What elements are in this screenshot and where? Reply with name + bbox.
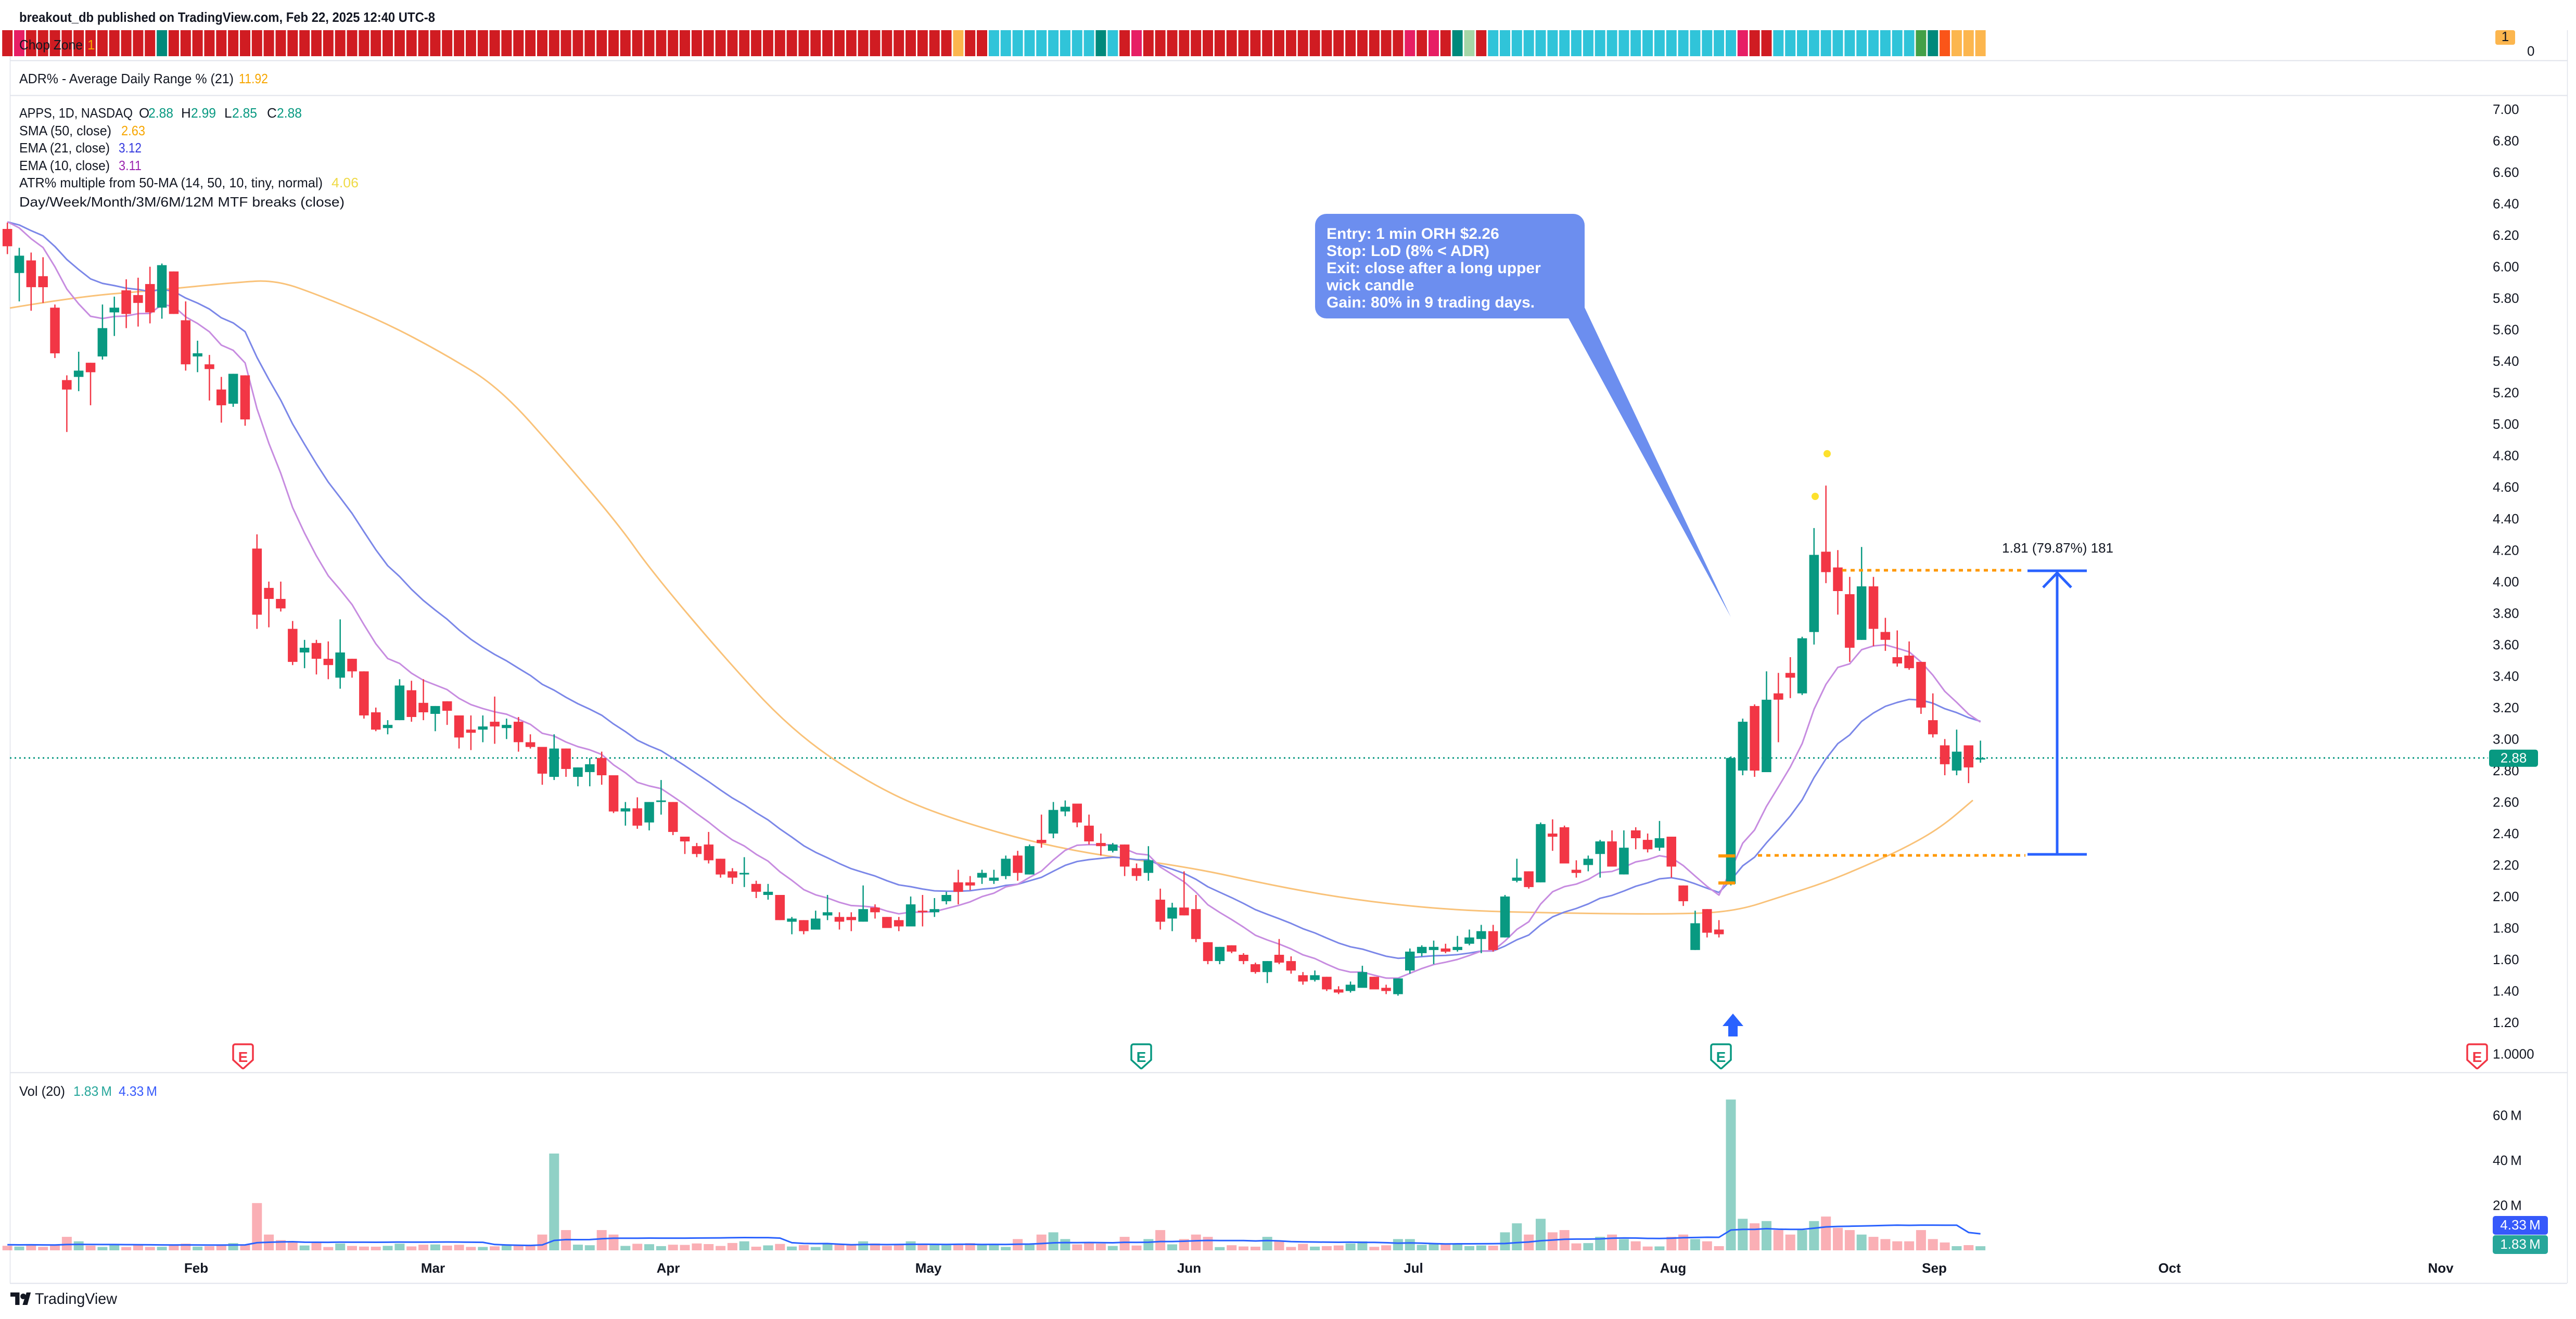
svg-text:40 M: 40 M [2493, 1152, 2522, 1168]
svg-text:11.92: 11.92 [239, 71, 268, 86]
svg-text:Entry: 1 min ORH $2.26: Entry: 1 min ORH $2.26 [1327, 225, 1499, 242]
svg-text:4.80: 4.80 [2493, 448, 2519, 464]
svg-text:Exit: close after a long upper: Exit: close after a long upper [1327, 260, 1541, 277]
svg-text:7.00: 7.00 [2493, 101, 2519, 117]
svg-text:E: E [1137, 1049, 1146, 1065]
svg-text:2.63: 2.63 [121, 123, 145, 138]
svg-text:H: H [181, 105, 191, 121]
svg-text:Aug: Aug [1660, 1260, 1687, 1276]
svg-text:Vol (20): Vol (20) [19, 1083, 65, 1099]
svg-text:1: 1 [87, 37, 95, 53]
svg-text:3.60: 3.60 [2493, 637, 2519, 652]
svg-text:SMA (50, close): SMA (50, close) [19, 123, 111, 138]
svg-text:2.88: 2.88 [148, 105, 173, 121]
svg-text:Oct: Oct [2158, 1260, 2181, 1276]
svg-text:TradingView: TradingView [35, 1290, 117, 1308]
svg-text:2.00: 2.00 [2493, 889, 2519, 904]
svg-text:3.12: 3.12 [119, 140, 142, 156]
svg-text:Stop: LoD (8% < ADR): Stop: LoD (8% < ADR) [1327, 242, 1489, 260]
svg-text:Jun: Jun [1177, 1260, 1201, 1276]
svg-text:Day/Week/Month/3M/6M/12M MTF b: Day/Week/Month/3M/6M/12M MTF breaks (clo… [19, 194, 345, 210]
svg-text:6.40: 6.40 [2493, 196, 2519, 212]
svg-text:5.60: 5.60 [2493, 322, 2519, 338]
svg-text:Nov: Nov [2428, 1260, 2454, 1276]
svg-text:1.60: 1.60 [2493, 952, 2519, 967]
svg-text:6.00: 6.00 [2493, 259, 2519, 275]
svg-text:6.60: 6.60 [2493, 164, 2519, 180]
svg-text:2.40: 2.40 [2493, 826, 2519, 841]
svg-text:3.40: 3.40 [2493, 668, 2519, 684]
svg-text:wick candle: wick candle [1326, 277, 1414, 294]
svg-text:4.33 M: 4.33 M [119, 1083, 157, 1099]
svg-text:5.00: 5.00 [2493, 416, 2519, 432]
svg-text:3.11: 3.11 [119, 158, 142, 173]
svg-text:Feb: Feb [184, 1260, 208, 1276]
svg-text:Chop Zone: Chop Zone [19, 37, 83, 53]
svg-text:2.99: 2.99 [191, 105, 216, 121]
svg-text:1.0000: 1.0000 [2493, 1046, 2534, 1062]
svg-text:3.20: 3.20 [2493, 700, 2519, 715]
svg-text:E: E [238, 1049, 248, 1065]
svg-text:APPS, 1D, NASDAQ: APPS, 1D, NASDAQ [19, 105, 133, 121]
svg-text:4.40: 4.40 [2493, 511, 2519, 527]
svg-text:1.80: 1.80 [2493, 920, 2519, 936]
svg-text:5.40: 5.40 [2493, 353, 2519, 369]
svg-text:4.00: 4.00 [2493, 574, 2519, 590]
svg-text:1.83 M: 1.83 M [73, 1083, 112, 1099]
svg-text:L: L [224, 105, 232, 121]
svg-text:20 M: 20 M [2493, 1198, 2522, 1213]
svg-text:2.60: 2.60 [2493, 794, 2519, 810]
svg-text:1.81 (79.87%) 181: 1.81 (79.87%) 181 [2002, 540, 2113, 556]
svg-text:Mar: Mar [421, 1260, 445, 1276]
svg-text:5.80: 5.80 [2493, 290, 2519, 306]
svg-text:4.60: 4.60 [2493, 479, 2519, 495]
svg-text:0: 0 [2527, 43, 2534, 59]
svg-text:Sep: Sep [1922, 1260, 1947, 1276]
svg-text:Jul: Jul [1404, 1260, 1423, 1276]
svg-text:6.20: 6.20 [2493, 227, 2519, 243]
svg-text:60 M: 60 M [2493, 1108, 2522, 1123]
svg-text:4.06: 4.06 [331, 175, 359, 190]
svg-text:2.20: 2.20 [2493, 857, 2519, 873]
svg-text:1: 1 [2502, 29, 2509, 44]
svg-text:2.88: 2.88 [2501, 750, 2527, 766]
svg-text:breakout_db published on Tradi: breakout_db published on TradingView.com… [19, 9, 435, 25]
svg-text:3.80: 3.80 [2493, 605, 2519, 621]
svg-text:1.40: 1.40 [2493, 983, 2519, 999]
svg-text:C: C [267, 105, 277, 121]
svg-text:5.20: 5.20 [2493, 385, 2519, 401]
svg-text:4.20: 4.20 [2493, 542, 2519, 558]
svg-text:EMA (21, close): EMA (21, close) [19, 140, 110, 156]
svg-text:2.85: 2.85 [232, 105, 257, 121]
svg-text:1.20: 1.20 [2493, 1015, 2519, 1030]
svg-text:ATR% multiple from 50-MA (14,: ATR% multiple from 50-MA (14, 50, 10, ti… [19, 175, 323, 190]
svg-text:ADR% - Average Daily Range % (: ADR% - Average Daily Range % (21) [19, 71, 234, 86]
svg-text:3.00: 3.00 [2493, 731, 2519, 747]
svg-text:May: May [915, 1260, 942, 1276]
svg-text:EMA (10, close): EMA (10, close) [19, 158, 110, 173]
svg-text:Gain: 80% in 9 trading days.: Gain: 80% in 9 trading days. [1327, 294, 1535, 311]
svg-text:O: O [139, 105, 149, 121]
svg-text:4.33 M: 4.33 M [2500, 1217, 2540, 1233]
svg-text:6.80: 6.80 [2493, 133, 2519, 149]
svg-text:E: E [2472, 1049, 2482, 1065]
svg-text:Apr: Apr [657, 1260, 680, 1276]
svg-text:E: E [1716, 1049, 1726, 1065]
svg-text:2.88: 2.88 [277, 105, 302, 121]
svg-text:1.83 M: 1.83 M [2500, 1236, 2540, 1252]
